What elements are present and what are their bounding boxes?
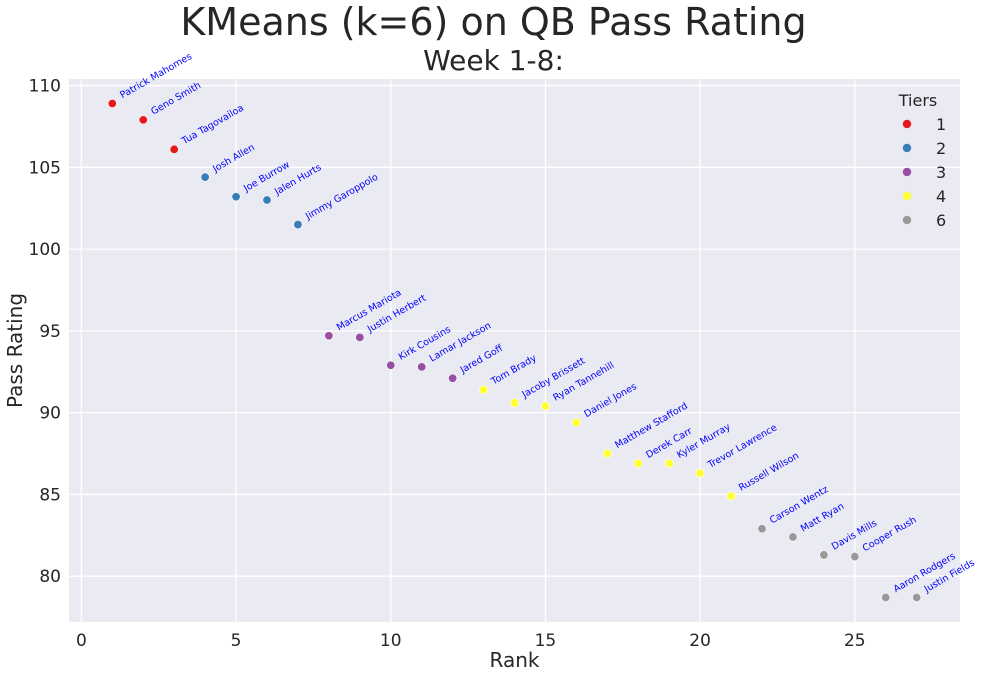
- legend-label: 6: [936, 211, 946, 230]
- data-point: [819, 550, 829, 560]
- y-axis-label: Pass Rating: [3, 293, 27, 408]
- legend-marker: [902, 143, 912, 153]
- x-tick-label: 20: [689, 631, 711, 651]
- data-point: [509, 398, 519, 408]
- data-point: [850, 552, 860, 562]
- y-tick-label: 85: [39, 485, 61, 505]
- x-tick-label: 5: [231, 631, 242, 651]
- x-tick-label: 10: [380, 631, 402, 651]
- x-tick-labels: 0 5 10 15 20 25: [76, 631, 866, 651]
- data-point: [355, 332, 365, 342]
- y-tick-labels: 80 85 90 95 100 105 110: [29, 77, 61, 588]
- x-tick-label: 25: [844, 631, 866, 651]
- data-point: [231, 192, 241, 202]
- data-point: [695, 468, 705, 478]
- y-tick-label: 95: [39, 322, 61, 342]
- y-tick-label: 90: [39, 404, 61, 424]
- data-point: [479, 385, 489, 395]
- plot-area: [69, 79, 960, 622]
- data-points: [107, 99, 922, 602]
- data-point: [262, 195, 272, 205]
- y-tick-label: 80: [39, 567, 61, 587]
- data-point: [664, 458, 674, 468]
- chart-suptitle: KMeans (k=6) on QB Pass Rating: [180, 0, 807, 44]
- legend-label: 2: [936, 139, 946, 158]
- data-point: [324, 331, 334, 341]
- chart-title: Week 1-8:: [423, 44, 564, 77]
- data-point: [726, 491, 736, 501]
- x-tick-label: 0: [76, 631, 87, 651]
- legend-marker: [902, 191, 912, 201]
- data-point: [540, 401, 550, 411]
- legend: Tiers 1 2 3 4 6: [898, 91, 946, 230]
- y-tick-label: 100: [29, 240, 61, 260]
- y-tick-label: 110: [29, 77, 61, 97]
- legend-label: 1: [936, 115, 946, 134]
- data-point: [417, 362, 427, 372]
- data-point: [200, 172, 210, 182]
- legend-marker: [902, 167, 912, 177]
- data-point: [138, 115, 148, 125]
- legend-marker: [902, 215, 912, 225]
- data-point: [571, 417, 581, 427]
- grid: [69, 79, 960, 622]
- data-point: [633, 458, 643, 468]
- data-point: [881, 592, 891, 602]
- legend-title: Tiers: [898, 91, 937, 110]
- data-point: [757, 524, 767, 534]
- data-point: [788, 532, 798, 542]
- data-point: [169, 144, 179, 154]
- data-point: [602, 449, 612, 459]
- data-point: [448, 373, 458, 383]
- data-point: [912, 592, 922, 602]
- x-axis-label: Rank: [490, 648, 540, 672]
- legend-label: 4: [936, 187, 946, 206]
- data-point: [293, 220, 303, 230]
- legend-marker: [902, 119, 912, 129]
- data-point: [386, 360, 396, 370]
- data-point: [107, 99, 117, 109]
- y-tick-label: 105: [29, 158, 61, 178]
- x-tick-label: 15: [535, 631, 557, 651]
- legend-label: 3: [936, 163, 946, 182]
